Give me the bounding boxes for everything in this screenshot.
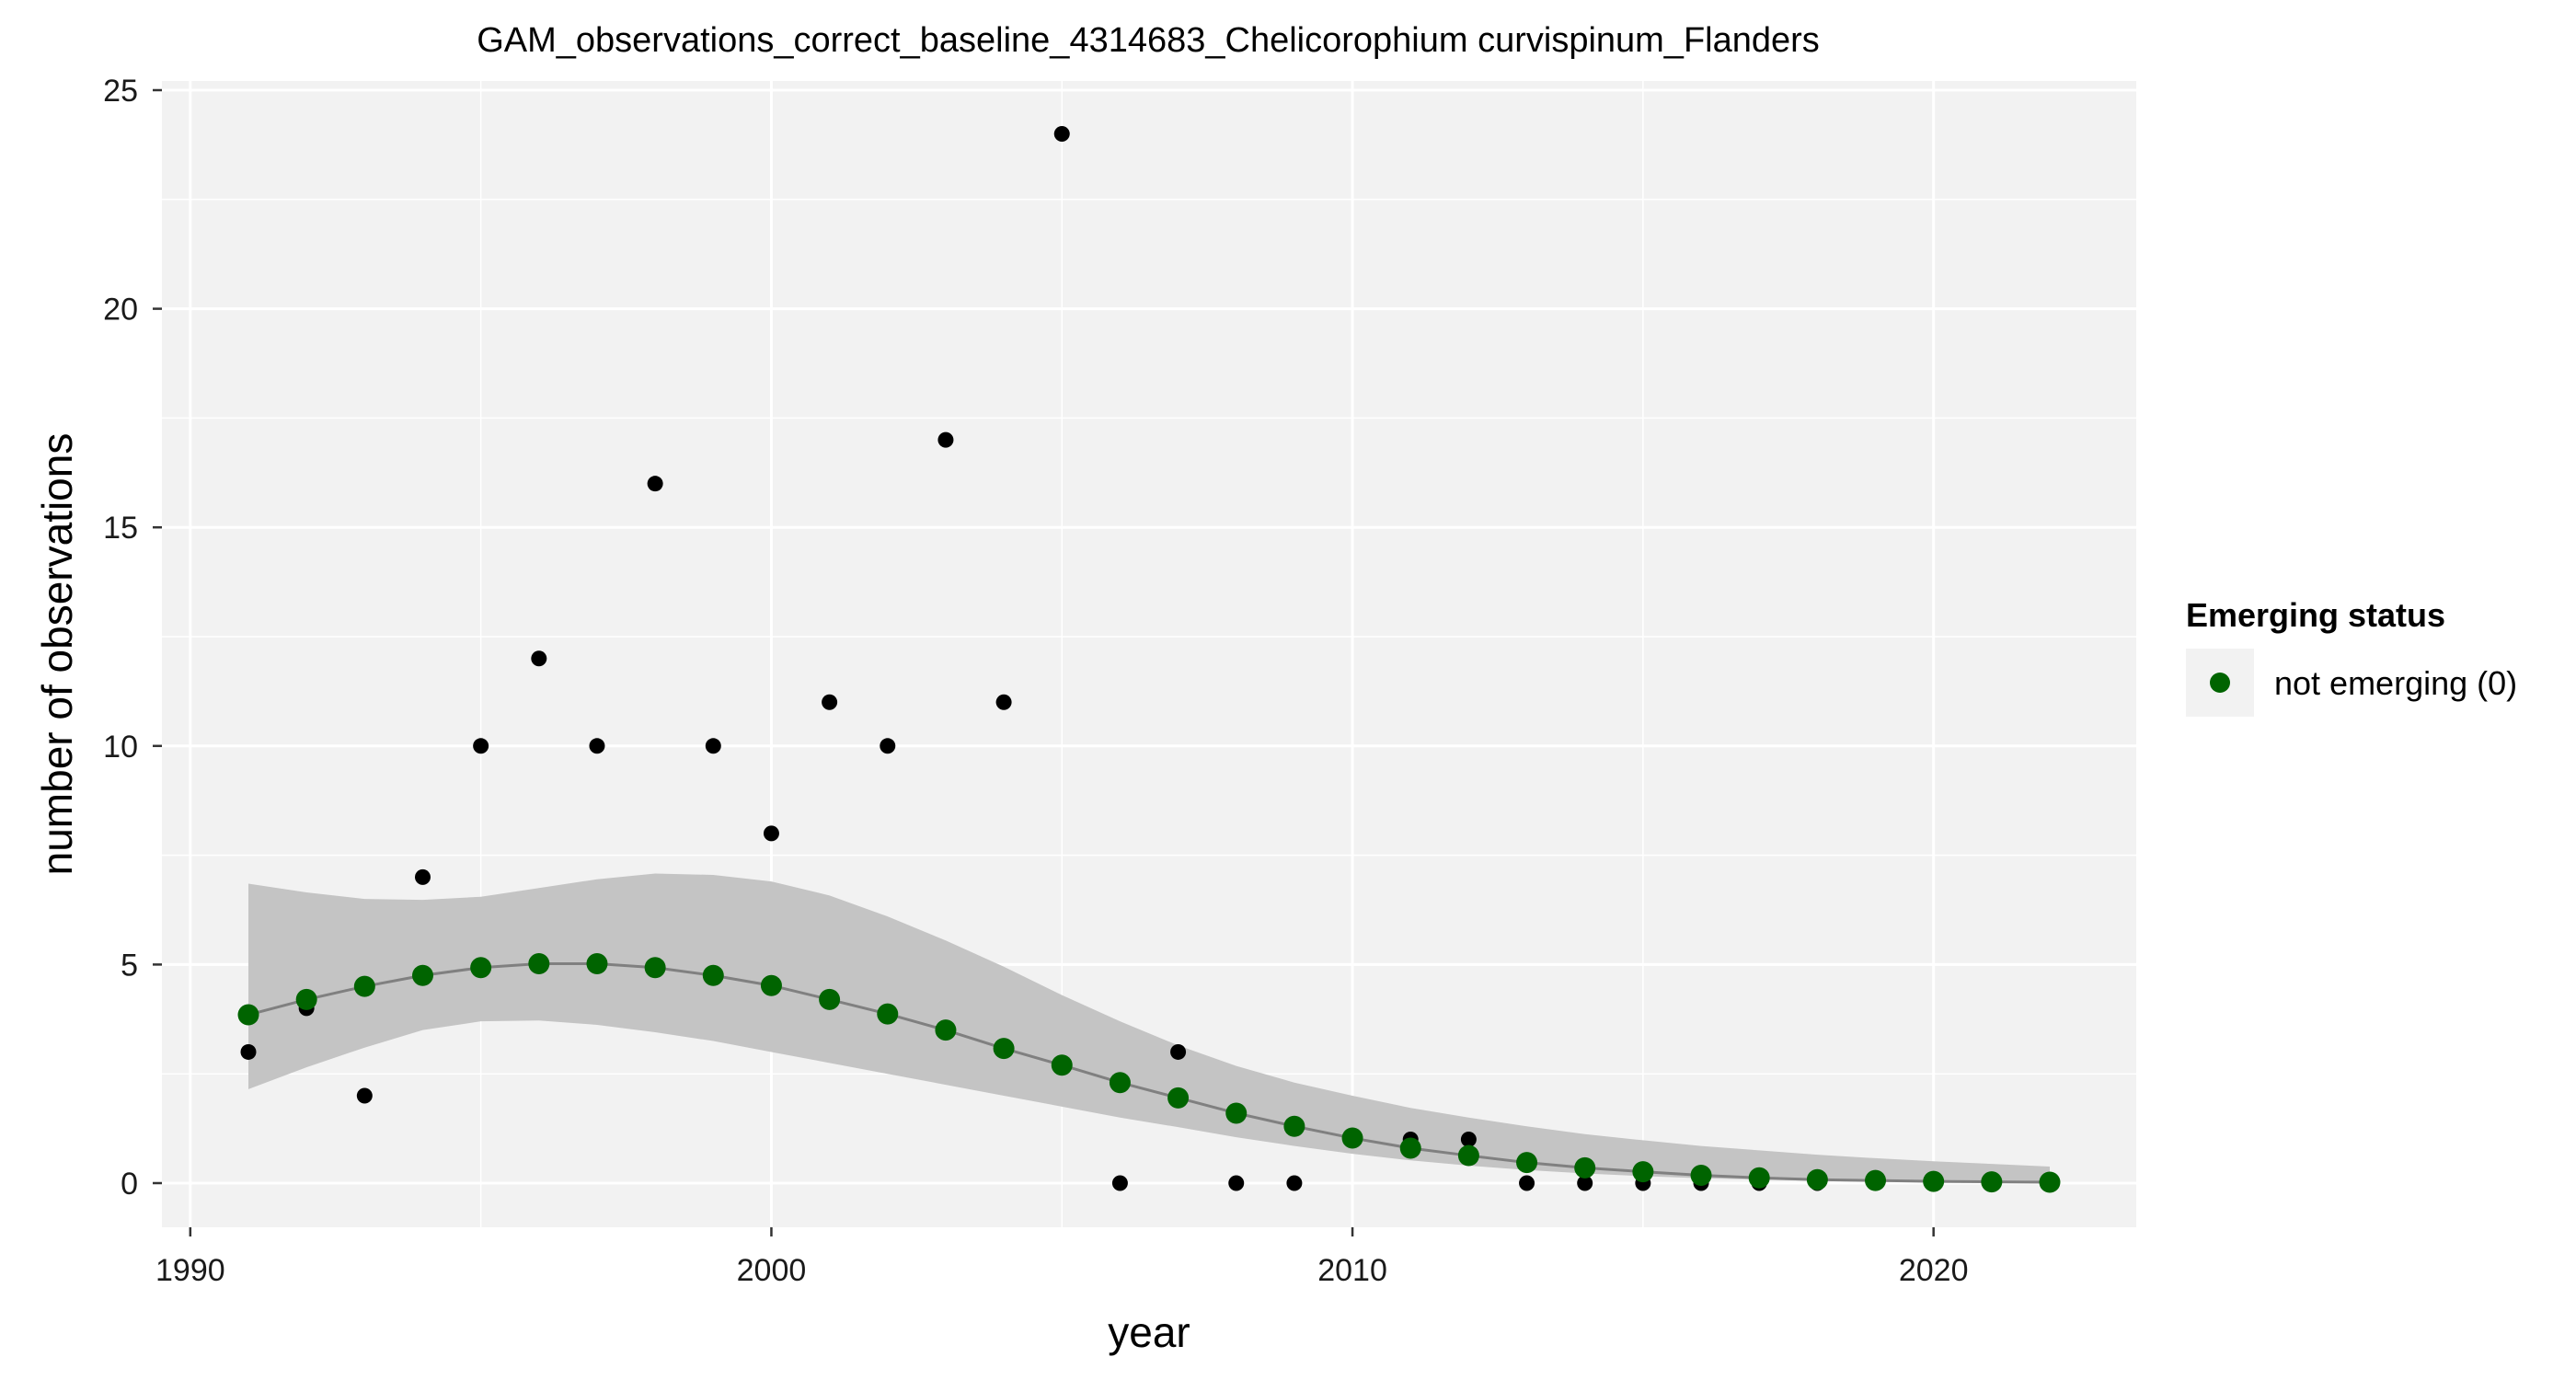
fitted-point bbox=[1167, 1087, 1190, 1109]
observed-point bbox=[763, 825, 779, 842]
observed-point bbox=[822, 694, 838, 710]
observed-point bbox=[356, 1087, 373, 1104]
fitted-point bbox=[935, 1019, 957, 1041]
y-tick-label: 15 bbox=[103, 511, 138, 546]
observed-point bbox=[937, 431, 954, 448]
fitted-point bbox=[1283, 1115, 1305, 1137]
observed-point bbox=[1111, 1175, 1128, 1191]
legend-key-marker bbox=[2210, 673, 2230, 693]
fitted-point bbox=[1109, 1072, 1131, 1094]
legend-item-label: not emerging (0) bbox=[2274, 664, 2517, 702]
fitted-point bbox=[1399, 1137, 1421, 1159]
x-axis-title: year bbox=[1108, 1308, 1190, 1356]
observed-point bbox=[1460, 1131, 1477, 1147]
y-tick-label: 5 bbox=[121, 948, 138, 983]
fitted-point bbox=[1748, 1167, 1770, 1189]
fitted-point bbox=[819, 988, 841, 1010]
observed-point bbox=[473, 738, 489, 754]
fitted-point bbox=[1341, 1127, 1363, 1149]
observed-point bbox=[705, 738, 721, 754]
observed-point bbox=[1577, 1175, 1593, 1191]
x-tick-label: 2020 bbox=[1899, 1253, 1969, 1288]
observed-point bbox=[240, 1043, 257, 1060]
x-tick-label: 2010 bbox=[1317, 1253, 1387, 1288]
fitted-point bbox=[295, 988, 317, 1010]
fitted-point bbox=[993, 1038, 1015, 1060]
fitted-point bbox=[586, 952, 608, 974]
y-tick-label: 0 bbox=[121, 1167, 138, 1202]
fitted-point bbox=[353, 975, 375, 997]
fitted-point bbox=[1923, 1170, 1945, 1192]
x-tick-labels: 1990 2000 2010 2020 bbox=[155, 1253, 1968, 1288]
fitted-point bbox=[702, 964, 724, 986]
fitted-point bbox=[1806, 1168, 1828, 1190]
fitted-point bbox=[1051, 1054, 1073, 1076]
fitted-point bbox=[1225, 1102, 1248, 1124]
fitted-point bbox=[1690, 1164, 1712, 1186]
grid-lines bbox=[162, 81, 2136, 1227]
fitted-point bbox=[877, 1003, 899, 1025]
observed-point bbox=[414, 868, 431, 885]
y-axis-title: number of observations bbox=[33, 433, 81, 876]
observed-point bbox=[995, 694, 1012, 710]
fitted-point bbox=[1516, 1152, 1538, 1174]
observed-point bbox=[1170, 1043, 1187, 1060]
confidence-ribbon bbox=[248, 873, 2050, 1183]
y-tick-labels: 0 5 10 15 20 25 bbox=[103, 74, 138, 1202]
observed-point bbox=[880, 738, 896, 754]
legend-title: Emerging status bbox=[2186, 596, 2445, 634]
fitted-point bbox=[1632, 1161, 1654, 1183]
y-tick-label: 10 bbox=[103, 730, 138, 765]
observed-point bbox=[1053, 126, 1070, 143]
fitted-point bbox=[760, 974, 782, 996]
observed-point bbox=[589, 738, 605, 754]
observed-point bbox=[531, 650, 547, 667]
x-tick-label: 1990 bbox=[155, 1253, 225, 1288]
observed-point bbox=[647, 476, 663, 492]
fitted-point bbox=[1574, 1156, 1596, 1179]
fitted-point bbox=[237, 1004, 259, 1026]
x-tick-label: 2000 bbox=[737, 1253, 807, 1288]
observed-point bbox=[1228, 1175, 1245, 1191]
fitted-point bbox=[644, 957, 666, 979]
y-tick-label: 25 bbox=[103, 74, 138, 109]
fitted-points bbox=[237, 952, 2061, 1193]
fitted-point bbox=[2039, 1171, 2061, 1193]
observed-point bbox=[1519, 1175, 1535, 1191]
fitted-point bbox=[528, 952, 550, 974]
fitted-point bbox=[1865, 1169, 1887, 1191]
chart-title: GAM_observations_correct_baseline_431468… bbox=[477, 21, 1820, 60]
fitted-point bbox=[411, 964, 433, 986]
axis-ticks bbox=[153, 88, 1935, 1236]
fitted-point bbox=[1457, 1144, 1479, 1167]
legend: Emerging status not emerging (0) bbox=[2186, 596, 2517, 717]
observed-point bbox=[1286, 1175, 1303, 1191]
y-tick-label: 20 bbox=[103, 293, 138, 328]
fitted-point bbox=[470, 957, 492, 979]
fitted-point bbox=[1981, 1171, 2003, 1193]
